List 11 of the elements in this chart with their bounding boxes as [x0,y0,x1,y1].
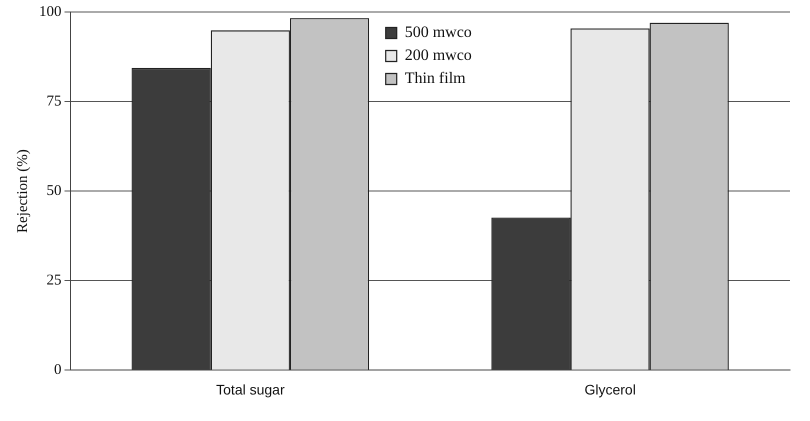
y-axis-title: Rejection (%) [14,149,31,233]
legend-label: 200 mwco [404,47,472,64]
legend-label: 500 mwco [404,24,472,42]
y-tick-label: 50 [46,183,62,200]
y-tick-label: 75 [46,93,62,110]
x-tick-label: Glycerol [584,381,636,398]
y-tick-label: 100 [39,4,62,20]
x-tick-label: Total sugar [216,381,285,398]
y-tick-label: 0 [54,362,62,378]
y-tick-label: 25 [46,272,62,289]
legend-label: Thin film [404,70,466,88]
